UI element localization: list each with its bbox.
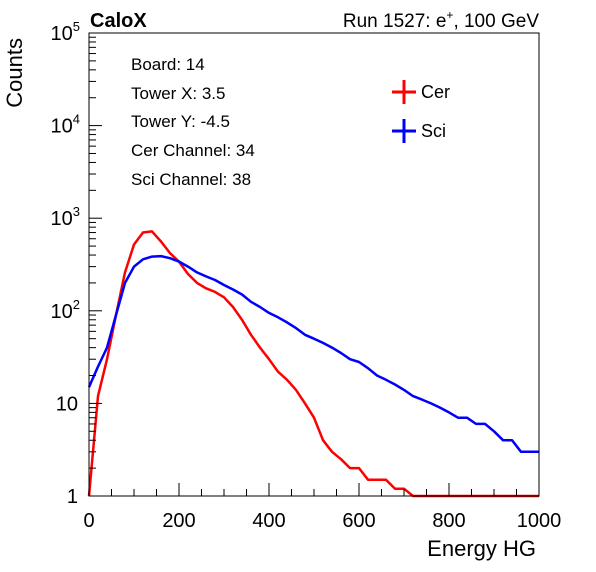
series-layer (87, 230, 539, 498)
info-sci-channel: Sci Channel: 38 (131, 170, 251, 189)
axis-layer: 0 200 400 600 800 1000 1 10 102 103 104 105 (51, 19, 562, 532)
y-axis-label: Counts (2, 38, 27, 108)
y-tick-label: 102 (51, 297, 80, 323)
x-tick-label: 1000 (517, 510, 562, 532)
run-label-superscript: + (446, 8, 453, 22)
x-tick-label: 600 (342, 510, 375, 532)
series-line-sci (87, 254, 539, 454)
series-line-cer (87, 230, 539, 498)
run-label-text: Run 1527: e (343, 11, 447, 32)
x-tick-label: 800 (432, 510, 465, 532)
info-tower-y: Tower Y: -4.5 (131, 112, 230, 131)
y-tick-label: 1 (67, 486, 78, 508)
y-tick-label: 103 (51, 204, 80, 230)
info-tower-x: Tower X: 3.5 (131, 84, 226, 103)
info-board: Board: 14 (131, 55, 205, 74)
run-label: Run 1527: e+, 100 GeV (343, 8, 539, 32)
legend: Cer Sci (392, 80, 450, 143)
legend-cer-label: Cer (421, 82, 450, 102)
y-tick-label: 104 (51, 112, 80, 138)
brand-label: CaloX (90, 10, 147, 32)
legend-sci-marker (392, 119, 416, 143)
x-tick-label: 200 (162, 510, 195, 532)
legend-cer-marker (392, 80, 416, 104)
x-axis-label: Energy HG (427, 536, 536, 561)
info-cer-channel: Cer Channel: 34 (131, 141, 255, 160)
y-tick-label: 10 (56, 393, 78, 415)
y-tick-label: 105 (51, 19, 80, 45)
run-label-suffix: , 100 GeV (453, 11, 539, 32)
legend-sci-label: Sci (421, 121, 446, 141)
info-box: Board: 14 Tower X: 3.5 Tower Y: -4.5 Cer… (131, 55, 255, 189)
x-tick-label: 400 (252, 510, 285, 532)
x-tick-label: 0 (83, 510, 94, 532)
